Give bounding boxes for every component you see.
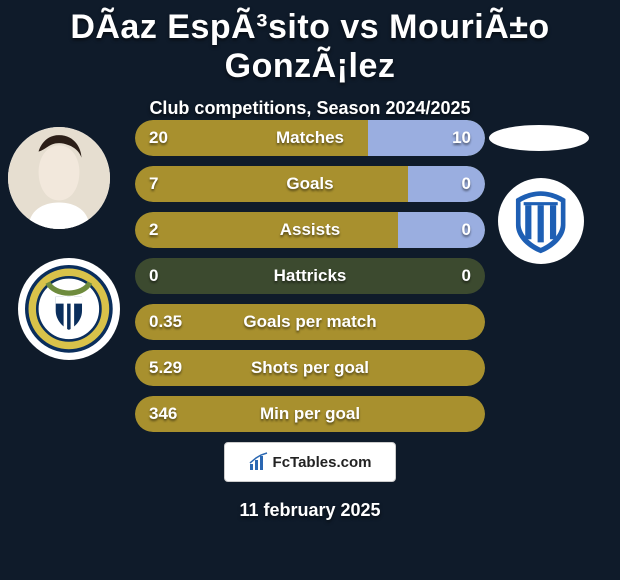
stat-label: Hattricks	[135, 266, 485, 286]
stat-value-right: 0	[462, 266, 471, 286]
stat-label: Min per goal	[135, 404, 485, 424]
stat-label: Goals per match	[135, 312, 485, 332]
stat-row: 0.35Goals per match	[135, 304, 485, 340]
stat-label: Shots per goal	[135, 358, 485, 378]
fctables-logo[interactable]: FcTables.com	[224, 442, 396, 482]
stat-value-right: 0	[462, 174, 471, 194]
avatar-placeholder-icon	[8, 127, 110, 229]
chart-icon	[249, 452, 269, 472]
player-left-club-badge	[18, 258, 120, 360]
stat-value-right: 0	[462, 220, 471, 240]
stat-label: Assists	[135, 220, 485, 240]
comparison-card: DÃ­az EspÃ³sito vs MouriÃ±o GonzÃ¡lez Cl…	[0, 0, 620, 580]
date-text: 11 february 2025	[0, 500, 620, 521]
player-right-avatar-placeholder	[489, 125, 589, 151]
stat-row: 346Min per goal	[135, 396, 485, 432]
subtitle: Club competitions, Season 2024/2025	[0, 98, 620, 119]
stat-label: Matches	[135, 128, 485, 148]
stat-label: Goals	[135, 174, 485, 194]
stat-row: 0Hattricks0	[135, 258, 485, 294]
club-badge-right-icon	[502, 182, 579, 259]
player-left-avatar	[8, 127, 110, 229]
stat-row: 7Goals0	[135, 166, 485, 202]
page-title: DÃ­az EspÃ³sito vs MouriÃ±o GonzÃ¡lez	[0, 0, 620, 86]
stat-value-right: 10	[452, 128, 471, 148]
stats-container: 20Matches107Goals02Assists00Hattricks00.…	[135, 120, 485, 442]
stat-row: 20Matches10	[135, 120, 485, 156]
player-right-club-badge	[498, 178, 584, 264]
club-badge-left-icon	[25, 265, 113, 353]
logo-text: FcTables.com	[273, 454, 372, 471]
stat-row: 2Assists0	[135, 212, 485, 248]
stat-row: 5.29Shots per goal	[135, 350, 485, 386]
